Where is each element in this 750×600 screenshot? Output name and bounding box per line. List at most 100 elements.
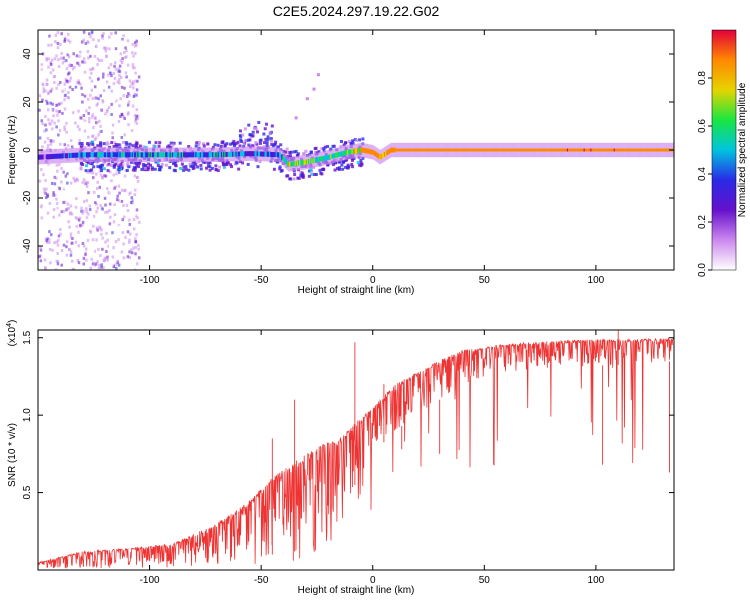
spectrogram-cell bbox=[63, 39, 66, 43]
spectrogram-ridge-cell bbox=[233, 151, 235, 157]
spectrogram-cell bbox=[66, 95, 70, 99]
spectrogram-cell bbox=[111, 136, 114, 140]
spectrogram-ridge-cell bbox=[332, 153, 335, 159]
spectrogram-cell bbox=[38, 255, 41, 259]
spectrogram-cell bbox=[79, 43, 83, 47]
spectrogram-ridge-cell bbox=[295, 160, 298, 166]
spectrogram-cell bbox=[79, 116, 82, 120]
spectrogram-ridge-cell bbox=[290, 161, 292, 167]
spectrogram-cell bbox=[44, 115, 47, 119]
spectrogram-ridge-cell bbox=[245, 151, 248, 157]
spectrogram-cell bbox=[135, 93, 138, 97]
spectrogram-cell bbox=[97, 194, 100, 198]
spectrogram-ridge-cell bbox=[282, 155, 284, 161]
spectrogram-cell bbox=[236, 140, 240, 144]
spectrogram-ridge-cell bbox=[396, 148, 398, 152]
spectrogram-ridge-cell bbox=[308, 159, 310, 165]
spectrogram-cell bbox=[117, 78, 121, 82]
spectrogram-cell bbox=[238, 134, 242, 138]
spectrogram-cell bbox=[94, 262, 98, 266]
spectrogram-cell bbox=[95, 202, 98, 206]
spectrogram-cell bbox=[89, 170, 92, 174]
spectrogram-cell bbox=[127, 192, 131, 196]
spectrogram-cell bbox=[63, 200, 67, 204]
spectrogram-cell bbox=[238, 160, 242, 164]
spectrogram-cell bbox=[249, 133, 253, 137]
spectrogram-ridge-cell bbox=[665, 148, 667, 152]
spectrogram-cell bbox=[117, 164, 120, 168]
spectrogram-cell bbox=[47, 65, 50, 69]
spectrogram-cell bbox=[256, 165, 260, 169]
spectrogram-ridge-cell bbox=[285, 159, 288, 165]
spectrogram-cell bbox=[192, 166, 196, 170]
spectrogram-cell bbox=[359, 161, 363, 165]
spectrogram-ridge-cell bbox=[630, 148, 632, 152]
spectrogram-ridge-cell bbox=[568, 148, 570, 152]
spectrogram-cell bbox=[58, 187, 61, 191]
spectrogram-ridge-cell bbox=[187, 152, 190, 158]
spectrogram-ridge-cell bbox=[403, 148, 406, 152]
spectrogram-cell bbox=[76, 125, 80, 129]
spectrogram-cell bbox=[117, 199, 120, 203]
spectrogram-cell bbox=[131, 42, 134, 46]
spectrogram-ridge-cell bbox=[538, 148, 541, 152]
spectrogram-cell bbox=[134, 252, 137, 256]
spectrogram-ridge-cell bbox=[361, 147, 364, 153]
spectrogram-cell bbox=[134, 41, 137, 45]
spectrogram-ridge-cell bbox=[140, 152, 143, 158]
spectrogram-ridge-cell bbox=[371, 149, 374, 155]
spectrogram-cell bbox=[98, 263, 101, 267]
y-tick-label: -40 bbox=[22, 238, 33, 253]
spectrogram-ridge-cell bbox=[164, 152, 166, 158]
spectrogram-cell bbox=[38, 108, 41, 112]
spectrogram-ridge-cell bbox=[255, 151, 258, 157]
spectrogram-cell bbox=[247, 123, 251, 127]
spectrogram-cell bbox=[83, 70, 87, 74]
snr-series-line bbox=[38, 336, 674, 570]
spectrogram-cell bbox=[74, 240, 78, 244]
spectrogram-ridge-cell bbox=[658, 148, 660, 152]
spectrogram-cell bbox=[131, 168, 135, 172]
spectrogram-ridge-cell bbox=[289, 161, 291, 167]
spectrogram-cell bbox=[96, 260, 99, 264]
spectrogram-cell bbox=[118, 81, 121, 85]
spectrogram-cell bbox=[359, 159, 363, 163]
spectrogram-cell bbox=[46, 136, 50, 140]
spectrogram-ridge-cell bbox=[231, 151, 233, 157]
spectrogram-ridge-cell bbox=[168, 152, 171, 158]
spectrogram-cell bbox=[87, 97, 90, 101]
spectrogram-cell bbox=[76, 61, 79, 65]
spectrogram-ridge-cell bbox=[527, 148, 530, 152]
spectrogram-cell bbox=[59, 56, 63, 60]
spectrogram-ridge-cell bbox=[463, 148, 465, 152]
spectrogram-cell bbox=[129, 119, 132, 123]
spectrogram-cell bbox=[99, 173, 103, 177]
spectrogram-ridge-cell bbox=[503, 148, 505, 152]
spectrogram-cell bbox=[146, 168, 150, 172]
spectrogram-ridge-cell bbox=[612, 148, 615, 152]
spectrogram-ridge-cell bbox=[350, 149, 352, 155]
spectrogram-ridge-cell bbox=[639, 148, 641, 152]
spectrogram-cell bbox=[338, 160, 342, 164]
spectrogram-cell bbox=[344, 165, 348, 169]
spectrogram-cell bbox=[117, 69, 120, 73]
spectrogram-cell bbox=[126, 95, 129, 99]
spectrogram-cell bbox=[43, 43, 47, 47]
spectrogram-cell bbox=[41, 98, 44, 102]
spectrogram-cell bbox=[93, 43, 96, 47]
spectrogram-cell bbox=[121, 57, 124, 61]
spectrogram-cell bbox=[66, 193, 69, 197]
spectrogram-cell bbox=[128, 142, 132, 146]
spectrogram-ridge-cell bbox=[513, 148, 515, 152]
spectrogram-ridge-cell bbox=[275, 152, 278, 158]
spectrogram-cell bbox=[117, 238, 120, 242]
spectrogram-ridge-cell bbox=[429, 148, 432, 152]
spectrogram-cell bbox=[132, 94, 136, 98]
spectrogram-ridge-cell bbox=[572, 148, 574, 152]
spectrogram-cell bbox=[143, 164, 147, 168]
spectrogram-ridge-cell bbox=[609, 148, 611, 152]
spectrogram-ridge-cell bbox=[279, 152, 281, 158]
spectrogram-cell bbox=[110, 141, 114, 145]
spectrogram-cell bbox=[56, 243, 60, 247]
spectrogram-cell bbox=[47, 43, 50, 47]
